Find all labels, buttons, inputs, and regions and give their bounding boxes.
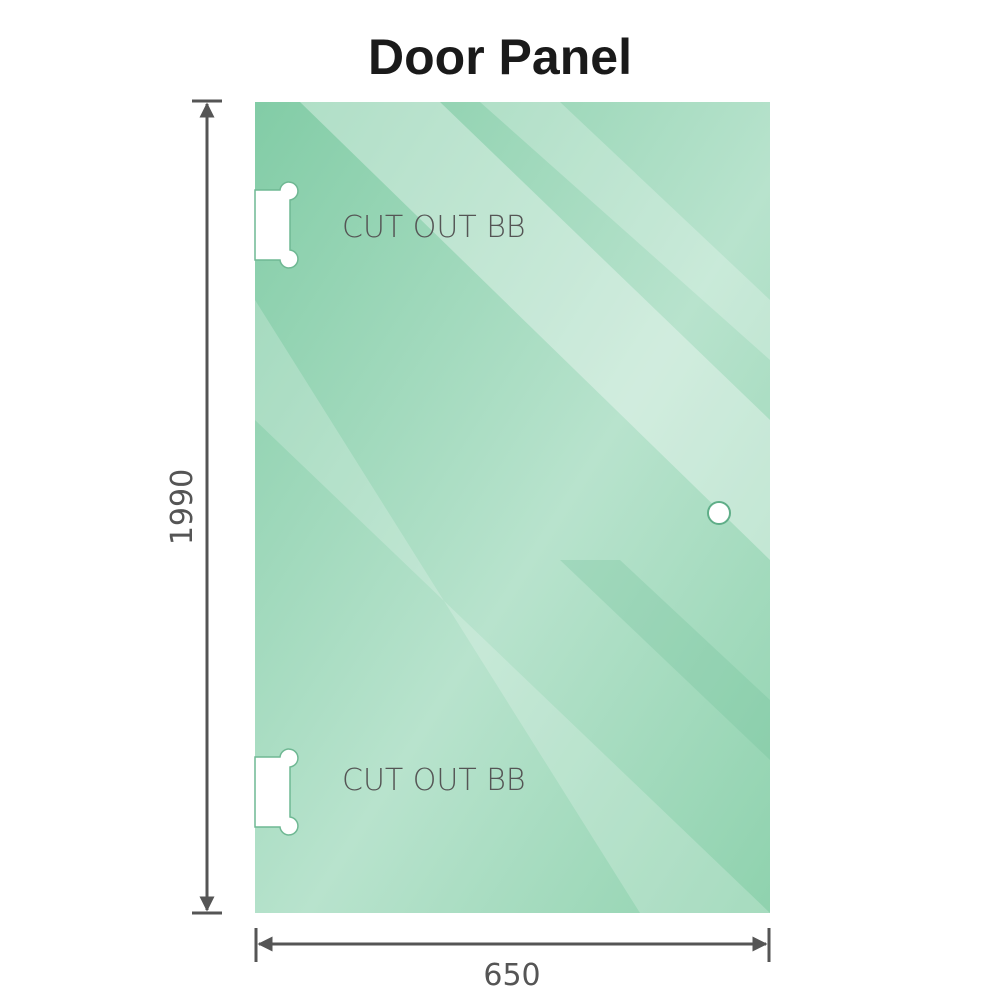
width-label: 650	[483, 958, 540, 993]
diagram-title: Door Panel	[368, 29, 632, 85]
handle-hole	[707, 501, 731, 525]
cutout-label-bottom: CUT OUT BB	[342, 763, 526, 798]
cutout-bottom	[254, 748, 299, 836]
width-dimension	[254, 928, 771, 962]
cutout-top	[254, 181, 299, 269]
glass-panel	[255, 102, 770, 913]
height-dimension	[192, 99, 222, 915]
cutout-label-top: CUT OUT BB	[342, 210, 526, 245]
height-label: 1990	[165, 469, 200, 545]
